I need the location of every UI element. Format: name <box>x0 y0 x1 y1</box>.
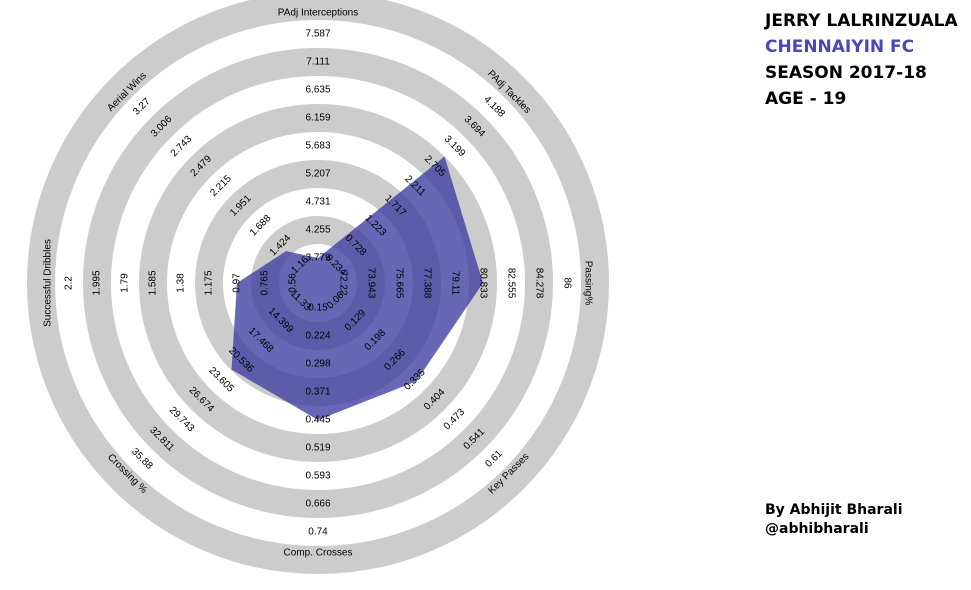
tick-label: 35.88 <box>129 446 155 472</box>
tick-label: 0.74 <box>308 527 328 538</box>
tick-label: 0.298 <box>305 359 330 370</box>
tick-label: 1.585 <box>148 270 159 295</box>
tick-label: 0.15 <box>308 303 328 314</box>
tick-label: 5.207 <box>305 169 330 180</box>
tick-label: 75.665 <box>394 268 405 299</box>
radar-chart: 3.779 4.255 4.731 5.207 5.683 6.159 6.635 7.111… <box>27 0 609 574</box>
tick-label: 7.111 <box>306 57 330 68</box>
player-team: CHENNAIYIN FC <box>765 37 915 57</box>
radar-data-area <box>231 156 483 420</box>
tick-label: 0.371 <box>305 387 330 398</box>
tick-label: 7.587 <box>305 29 330 40</box>
tick-label: 0.593 <box>305 471 330 482</box>
tick-label: 1.995 <box>92 270 103 295</box>
tick-label: 79.11 <box>450 271 461 296</box>
tick-label: 4.255 <box>305 225 330 236</box>
tick-label: 84.278 <box>534 268 545 299</box>
tick-label: 73.943 <box>366 268 377 299</box>
tick-label: 0.519 <box>305 443 330 454</box>
tick-label: 0.97 <box>232 273 243 293</box>
tick-label: 80.833 <box>478 268 489 299</box>
tick-label: 72.22 <box>338 270 349 295</box>
player-name: JERRY LALRINZUALA <box>765 11 958 31</box>
tick-label: 0.445 <box>305 415 330 426</box>
tick-label: 2.743 <box>169 133 195 159</box>
credit-block: By Abhijit Bharali @abhibharali <box>765 501 903 539</box>
player-season: SEASON 2017-18 <box>765 63 927 83</box>
tick-label: 6.159 <box>305 113 330 124</box>
tick-label: 0.666 <box>305 499 330 510</box>
tick-label: 86 <box>562 277 573 289</box>
tick-label: 0.473 <box>442 406 468 432</box>
tick-label: 2.215 <box>208 173 234 199</box>
radar-data-polygon <box>231 156 483 420</box>
tick-label: 3.27 <box>131 96 153 118</box>
axis-label: PAdj Interceptions <box>278 8 358 19</box>
credit-handle: @abhibharali <box>765 521 869 537</box>
tick-label: 0.61 <box>483 448 505 470</box>
tick-label: 1.38 <box>176 273 187 293</box>
tick-label: 5.683 <box>305 141 330 152</box>
tick-label: 1.175 <box>204 270 215 295</box>
tick-label: 3.199 <box>442 134 468 160</box>
tick-label: 82.555 <box>506 268 517 299</box>
tick-label: 2.2 <box>64 276 75 290</box>
tick-label: 0.765 <box>260 270 271 295</box>
tick-label: 1.79 <box>120 273 131 293</box>
tick-label: 6.635 <box>305 85 330 96</box>
tick-label: 77.388 <box>422 268 433 299</box>
tick-label: 0.224 <box>305 331 330 342</box>
radar-ring <box>83 48 553 518</box>
tick-label: 1.688 <box>248 213 274 239</box>
credit-author: By Abhijit Bharali <box>765 502 903 518</box>
player-info: JERRY LALRINZUALA CHENNAIYIN FC SEASON 2… <box>765 8 958 112</box>
tick-label: 4.731 <box>305 197 330 208</box>
player-age: AGE - 19 <box>765 89 847 109</box>
tick-label: 3.779 <box>305 253 330 264</box>
tick-label: 4.188 <box>481 94 507 120</box>
tick-label: 0.56 <box>288 273 299 293</box>
axis-label: Passing% <box>583 261 594 306</box>
radar-ring <box>27 0 609 574</box>
axis-label: Successful Dribbles <box>43 239 54 327</box>
axis-label: Comp. Crosses <box>284 548 353 559</box>
